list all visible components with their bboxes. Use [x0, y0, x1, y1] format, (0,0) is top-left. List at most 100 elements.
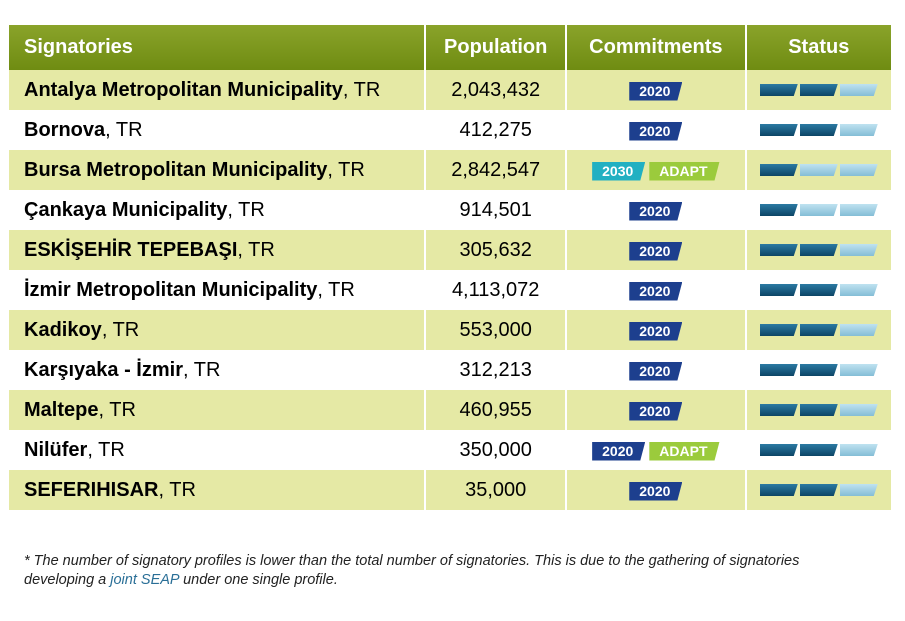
status-segment	[800, 324, 838, 336]
commitments-cell: 2020	[566, 190, 747, 230]
status-indicator	[747, 404, 891, 416]
commitment-badge: 2030	[592, 162, 645, 181]
status-segment	[760, 84, 798, 96]
signatory-name: İzmir Metropolitan Municipality	[24, 279, 318, 301]
commitment-badge: 2020	[629, 482, 682, 501]
population-cell: 4,113,072	[425, 270, 568, 310]
country: , TR	[158, 479, 196, 501]
status-cell	[745, 430, 891, 470]
status-segment	[760, 124, 798, 136]
column-header: Status	[745, 25, 891, 70]
footnote-link[interactable]: joint SEAP	[110, 572, 180, 588]
status-segment	[760, 164, 798, 176]
population-cell: 350,000	[425, 430, 568, 470]
table-row: ESKİŞEHİR TEPEBAŞI, TR 305,632 2020	[9, 230, 891, 270]
footnote-text: * The number of signatory profiles is lo…	[24, 553, 800, 588]
commitment-badge: 2020	[629, 282, 682, 301]
commitments-cell: 2020	[566, 230, 747, 270]
status-cell	[745, 230, 891, 270]
table-row: Bornova, TR 412,275 2020	[9, 110, 891, 150]
country: , TR	[227, 199, 265, 221]
signatory-cell: Maltepe, TR	[9, 390, 427, 430]
status-segment	[840, 404, 878, 416]
commitment-badge: 2020	[592, 442, 645, 461]
signatory-name: Antalya Metropolitan Municipality	[24, 79, 343, 101]
status-segment	[760, 444, 798, 456]
status-segment	[760, 204, 798, 216]
signatory-cell: SEFERIHISAR, TR	[9, 470, 427, 510]
status-cell	[745, 310, 891, 350]
commitment-badge: 2020	[629, 402, 682, 421]
country: , TR	[105, 119, 143, 141]
table-row: Maltepe, TR 460,955 2020	[9, 390, 891, 430]
header-row: Signatories Population Commitments Status	[9, 25, 891, 70]
footnote: * The number of signatory profiles is lo…	[24, 552, 864, 590]
table-row: Kadikoy, TR 553,000 2020	[9, 310, 891, 350]
status-cell	[745, 270, 891, 310]
country: , TR	[317, 279, 355, 301]
signatory-cell: Karşıyaka - İzmir, TR	[9, 350, 427, 390]
signatory-name: Kadikoy	[24, 319, 102, 341]
status-indicator	[747, 484, 891, 496]
status-indicator	[747, 444, 891, 456]
population-cell: 412,275	[425, 110, 568, 150]
commitments-cell: 2020	[566, 110, 747, 150]
commitment-badge: 2020	[629, 322, 682, 341]
status-segment	[800, 404, 838, 416]
population-cell: 2,043,432	[425, 70, 568, 110]
population-cell: 460,955	[425, 390, 568, 430]
column-header: Population	[425, 25, 568, 70]
country: , TR	[101, 319, 140, 341]
commitments-cell: 2020	[566, 470, 747, 510]
signatory-name: Bornova	[24, 119, 106, 141]
commitment-badge: 2020	[629, 242, 682, 261]
status-segment	[840, 124, 878, 136]
table-row: SEFERIHISAR, TR 35,000 2020	[9, 470, 891, 510]
population-cell: 312,213	[425, 350, 568, 390]
country: , TR	[182, 359, 221, 381]
status-segment	[840, 484, 878, 496]
status-segment	[840, 84, 878, 96]
signatory-cell: İzmir Metropolitan Municipality, TR	[9, 270, 427, 310]
status-segment	[800, 204, 838, 216]
commitments-cell: 2020 ADAPT	[566, 430, 747, 470]
table-row: Bursa Metropolitan Municipality, TR 2,842…	[9, 150, 891, 190]
status-cell	[745, 190, 891, 230]
table-row: Karşıyaka - İzmir, TR 312,213 2020	[9, 350, 891, 390]
signatory-cell: Bornova, TR	[9, 110, 427, 150]
status-segment	[840, 324, 878, 336]
table-row: İzmir Metropolitan Municipality, TR 4,113…	[9, 270, 891, 310]
status-segment	[840, 204, 878, 216]
status-segment	[760, 404, 798, 416]
signatories-table: Signatories Population Commitments Status A…	[9, 25, 891, 510]
signatory-cell: Nilüfer, TR	[9, 430, 427, 470]
status-segment	[840, 444, 878, 456]
commitment-badge: ADAPT	[649, 442, 719, 461]
country: , TR	[87, 439, 125, 461]
status-cell	[745, 70, 891, 110]
country: , TR	[327, 159, 365, 181]
commitment-badge: 2020	[629, 122, 682, 141]
status-segment	[800, 484, 838, 496]
status-cell	[745, 470, 891, 510]
commitment-badge: 2020	[629, 202, 682, 221]
status-segment	[760, 284, 798, 296]
status-segment	[760, 244, 798, 256]
signatory-name: Karşıyaka - İzmir	[24, 359, 183, 381]
status-indicator	[747, 204, 891, 216]
commitment-badge: 2020	[629, 82, 682, 101]
signatory-name: Maltepe	[24, 399, 99, 421]
population-cell: 914,501	[425, 190, 568, 230]
table-body: Antalya Metropolitan Municipality, TR 2,0…	[9, 70, 891, 510]
commitment-badge: 2020	[629, 362, 682, 381]
signatory-name: SEFERIHISAR	[24, 479, 159, 501]
population-cell: 553,000	[425, 310, 568, 350]
country: , TR	[237, 239, 275, 261]
status-segment	[800, 84, 838, 96]
status-cell	[745, 390, 891, 430]
country: , TR	[98, 399, 136, 421]
status-segment	[760, 484, 798, 496]
status-segment	[800, 284, 838, 296]
country: , TR	[342, 79, 381, 101]
